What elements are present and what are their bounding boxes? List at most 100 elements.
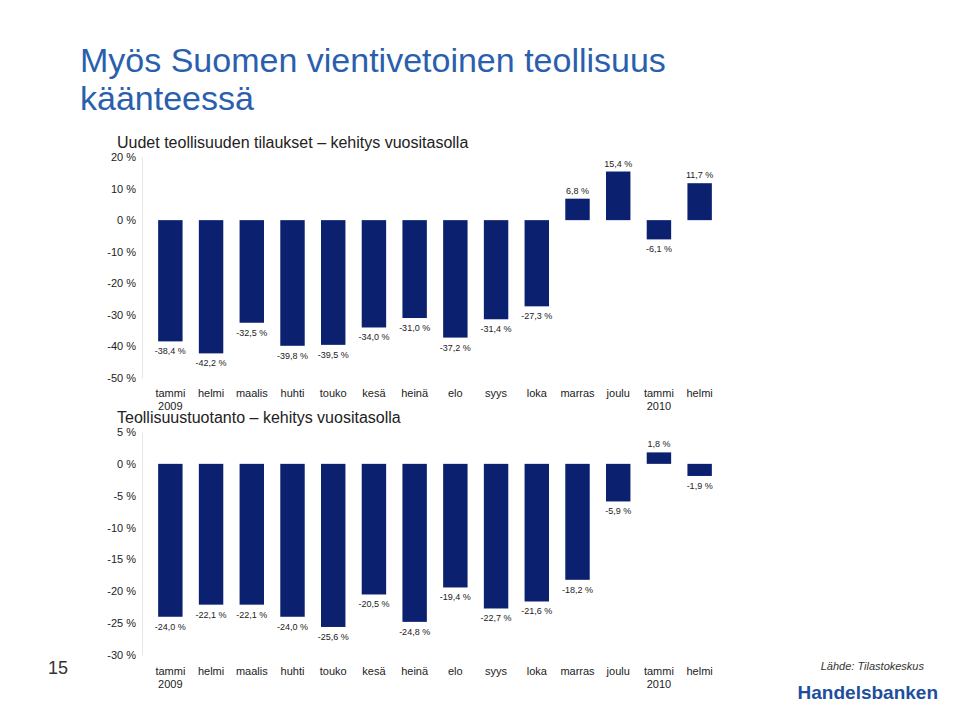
data-label: -39,8 % [277, 351, 308, 361]
x-tick-label: kesä [362, 665, 386, 677]
bar [525, 464, 549, 602]
x-tick-label: elo [448, 665, 463, 677]
bar [647, 452, 671, 463]
logo: Handelsbanken [798, 682, 938, 701]
data-label: -22,1 % [236, 610, 267, 620]
bar [158, 464, 182, 617]
data-label: -6,1 % [646, 244, 672, 254]
bar [565, 199, 589, 220]
bar [240, 464, 264, 605]
data-label: -24,8 % [399, 627, 430, 637]
x-tick-label: heinä [401, 387, 429, 399]
data-label: -25,6 % [318, 632, 349, 642]
bar [687, 183, 711, 220]
x-tick-label: joulu [606, 387, 630, 399]
data-label: -18,2 % [562, 585, 593, 595]
bar [240, 220, 264, 323]
x-tick-label: helmi [686, 665, 712, 677]
bar [525, 220, 549, 306]
tick: -25 % [107, 617, 142, 629]
tick: 10 % [111, 183, 142, 195]
bar [199, 220, 223, 353]
tick-label: 0 % [117, 458, 136, 470]
x-tick-label: tammi2010 [644, 387, 674, 412]
tick: 5 % [117, 426, 142, 438]
x-tick-label: syys [485, 665, 508, 677]
data-label: -5,9 % [605, 506, 631, 516]
tick: -5 % [113, 490, 142, 502]
x-tick-label: marras [560, 387, 595, 399]
bar [565, 464, 589, 580]
x-tick-label: helmi [198, 665, 224, 677]
bar [484, 220, 508, 319]
data-label: -38,4 % [155, 346, 186, 356]
data-label: -22,1 % [196, 610, 227, 620]
bar [647, 220, 671, 239]
chart-title: Uudet teollisuuden tilaukset – kehitys v… [117, 134, 468, 151]
page-title: Myös Suomen vientivetoinen teollisuuskää… [80, 41, 666, 117]
axis-line [142, 433, 143, 656]
page-number: 15 [48, 658, 68, 678]
data-label: -21,6 % [521, 606, 552, 616]
tick-label: 0 % [117, 214, 136, 226]
x-tick-label: loka [527, 665, 548, 677]
axis-line [142, 158, 143, 379]
source: Lähde: Tilastokeskus [821, 660, 925, 672]
data-label: -1,9 % [687, 481, 713, 491]
tick: -20 % [107, 277, 142, 289]
x-tick-label: huhti [281, 387, 305, 399]
x-tick-label: marras [560, 665, 595, 677]
x-tick-label: tammi2009 [155, 665, 185, 690]
x-tick-label: loka [527, 387, 548, 399]
tick: 20 % [111, 151, 142, 163]
chart: Teollisuustuotanto – kehitys vuositasoll… [107, 409, 713, 690]
chart: Uudet teollisuuden tilaukset – kehitys v… [107, 134, 713, 412]
data-label: 15,4 % [604, 159, 632, 169]
bar [362, 220, 386, 327]
bar [402, 464, 426, 622]
tick-label: -10 % [107, 246, 136, 258]
tick-label: -15 % [107, 553, 136, 565]
x-tick-label: elo [448, 387, 463, 399]
x-tick-label: touko [320, 665, 347, 677]
tick: -30 % [107, 649, 142, 661]
data-label: -42,2 % [196, 358, 227, 368]
bar [484, 464, 508, 609]
chart-title: Teollisuustuotanto – kehitys vuositasoll… [117, 409, 401, 426]
bar [321, 220, 345, 345]
tick-label: 10 % [111, 183, 136, 195]
data-label: -32,5 % [236, 328, 267, 338]
tick: -10 % [107, 246, 142, 258]
x-tick-label: huhti [281, 665, 305, 677]
bar [280, 464, 304, 617]
bars [158, 452, 712, 627]
tick-label: -5 % [113, 490, 136, 502]
data-label: -27,3 % [521, 311, 552, 321]
bar [199, 464, 223, 605]
tick-label: -50 % [107, 372, 136, 384]
tick-label: 5 % [117, 426, 136, 438]
x-tick-label: joulu [606, 665, 630, 677]
tick: 0 % [117, 458, 142, 470]
tick: -15 % [107, 553, 142, 565]
bar [362, 464, 386, 595]
tick: -20 % [107, 585, 142, 597]
bar [606, 464, 630, 502]
x-tick-label: maalis [236, 387, 268, 399]
data-label: -19,4 % [440, 592, 471, 602]
data-label: 11,7 % [686, 170, 713, 180]
bar [321, 464, 345, 627]
tick: -40 % [107, 340, 142, 352]
bar [443, 220, 467, 337]
data-label: -20,5 % [358, 599, 389, 609]
tick: -10 % [107, 522, 142, 534]
bar [402, 220, 426, 318]
tick: -30 % [107, 309, 142, 321]
bars [158, 172, 712, 354]
data-label: -39,5 % [318, 350, 349, 360]
tick-label: -10 % [107, 522, 136, 534]
data-label: -24,0 % [277, 622, 308, 632]
bar [158, 220, 182, 341]
x-tick-label: tammi2010 [644, 665, 674, 690]
tick-label: -20 % [107, 585, 136, 597]
